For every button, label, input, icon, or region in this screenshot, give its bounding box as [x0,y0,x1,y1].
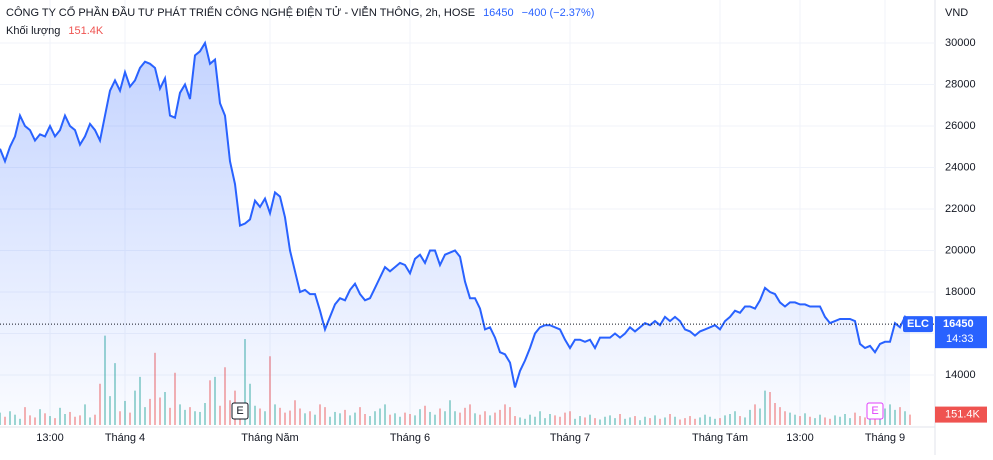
volume-title: Khối lượng [6,25,60,37]
symbol-box [903,316,933,333]
volume-box-label: 151.4K [945,408,981,420]
y-tick-label: 26000 [945,120,976,132]
symbol-label: ELC [907,318,929,330]
price-change: −400 (−2.37%) [522,7,595,19]
price-box [935,316,987,349]
y-tick-label: 14000 [945,369,976,381]
y-tick-label: 18000 [945,286,976,298]
y-tick-label: 22000 [945,203,976,215]
x-tick-label: Tháng Năm [241,432,298,444]
x-tick-label: Tháng 7 [550,432,590,444]
x-tick-label: Tháng 6 [390,432,430,444]
x-tick-label: 13:00 [36,432,64,444]
price-box-label: 16450 [943,318,974,330]
y-tick-label: 24000 [945,161,976,173]
y-tick-label: 30000 [945,37,976,49]
event-label: E [236,405,243,417]
x-tick-label: Tháng 9 [865,432,905,444]
event-label: E [871,405,878,417]
countdown: 14:33 [946,333,974,345]
y-tick-label: 28000 [945,78,976,90]
volume-box [935,406,987,423]
y-tick-label: 20000 [945,244,976,256]
event-marker [866,402,884,420]
x-tick-label: Tháng 4 [105,432,145,444]
header: CÔNG TY CỔ PHẦN ĐẦU TƯ PHÁT TRIỂN CÔNG N… [6,6,594,19]
currency: VND [945,7,968,19]
last-price: 16450 [483,7,514,19]
price-line [0,40,911,388]
x-tick-label: Tháng Tám [692,432,748,444]
volume-value: 151.4K [68,25,104,37]
event-marker [231,402,249,420]
x-tick-label: 13:00 [786,432,814,444]
chart-title: CÔNG TY CỔ PHẦN ĐẦU TƯ PHÁT TRIỂN CÔNG N… [6,6,475,19]
volume-header: Khối lượng 151.4K [6,25,104,37]
